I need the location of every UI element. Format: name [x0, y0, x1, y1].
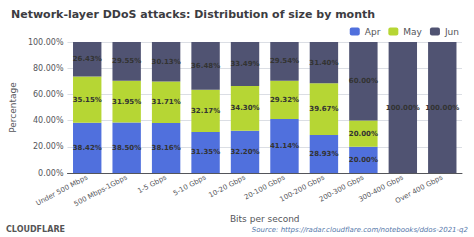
svg-text:100-200 Gbps: 100-200 Gbps — [278, 173, 326, 204]
svg-text:20-100 Gbps: 20-100 Gbps — [243, 173, 287, 202]
svg-text:30.13%: 30.13% — [152, 58, 181, 66]
svg-text:31.95%: 31.95% — [112, 98, 141, 106]
svg-text:Source: https://radar.cloudfla: Source: https://radar.cloudflare.com/not… — [252, 226, 469, 234]
svg-text:26.43%: 26.43% — [73, 55, 102, 63]
svg-text:500 Mbps-1Gbps: 500 Mbps-1Gbps — [73, 173, 129, 208]
svg-text:10-20 Gbps: 10-20 Gbps — [207, 173, 247, 199]
svg-text:31.40%: 31.40% — [309, 59, 338, 67]
svg-text:200-300 Gbps: 200-300 Gbps — [317, 173, 366, 204]
svg-text:28.93%: 28.93% — [309, 150, 338, 158]
svg-text:36.48%: 36.48% — [191, 62, 220, 70]
svg-text:Apr: Apr — [365, 27, 381, 37]
svg-text:32.17%: 32.17% — [191, 107, 220, 115]
svg-text:20.00%: 20.00% — [349, 156, 378, 164]
svg-text:29.55%: 29.55% — [112, 57, 141, 65]
svg-text:31.35%: 31.35% — [191, 148, 220, 156]
svg-text:39.67%: 39.67% — [309, 105, 338, 113]
svg-text:May: May — [403, 27, 422, 37]
svg-text:32.20%: 32.20% — [230, 148, 259, 156]
svg-text:35.15%: 35.15% — [73, 96, 102, 104]
svg-text:60.00%: 60.00% — [349, 77, 378, 85]
svg-text:1-5 Gbps: 1-5 Gbps — [136, 173, 168, 195]
svg-text:60.00%: 60.00% — [33, 90, 64, 99]
svg-text:80.00%: 80.00% — [33, 64, 64, 73]
svg-text:38.42%: 38.42% — [73, 144, 102, 152]
svg-text:34.30%: 34.30% — [230, 104, 259, 112]
svg-text:300-400 Gbps: 300-400 Gbps — [357, 173, 405, 204]
svg-text:29.54%: 29.54% — [270, 57, 299, 65]
svg-text:Bits per second: Bits per second — [230, 214, 300, 224]
svg-text:CLOUDFLARE: CLOUDFLARE — [6, 225, 65, 234]
svg-text:100.00%: 100.00% — [386, 104, 420, 112]
svg-text:100.00%: 100.00% — [425, 104, 459, 112]
svg-text:41.14%: 41.14% — [270, 142, 299, 150]
svg-text:Network-layer DDoS attacks: Di: Network-layer DDoS attacks: Distribution… — [11, 8, 375, 21]
svg-text:Under 500 Mbps: Under 500 Mbps — [34, 173, 90, 208]
svg-text:40.00%: 40.00% — [33, 116, 64, 125]
svg-text:20.00%: 20.00% — [349, 130, 378, 138]
svg-text:20.00%: 20.00% — [33, 142, 64, 151]
svg-text:Over 400 Gbps: Over 400 Gbps — [394, 173, 444, 205]
svg-text:33.49%: 33.49% — [230, 60, 259, 68]
svg-text:Percentage: Percentage — [8, 82, 18, 133]
svg-text:38.16%: 38.16% — [152, 144, 181, 152]
svg-text:0.00%: 0.00% — [38, 169, 64, 178]
svg-text:38.50%: 38.50% — [112, 144, 141, 152]
svg-text:100.00%: 100.00% — [28, 38, 64, 47]
svg-text:Jun: Jun — [444, 27, 459, 37]
svg-text:31.71%: 31.71% — [152, 98, 181, 106]
svg-text:29.32%: 29.32% — [270, 96, 299, 104]
svg-text:5-10 Gbps: 5-10 Gbps — [172, 173, 208, 197]
